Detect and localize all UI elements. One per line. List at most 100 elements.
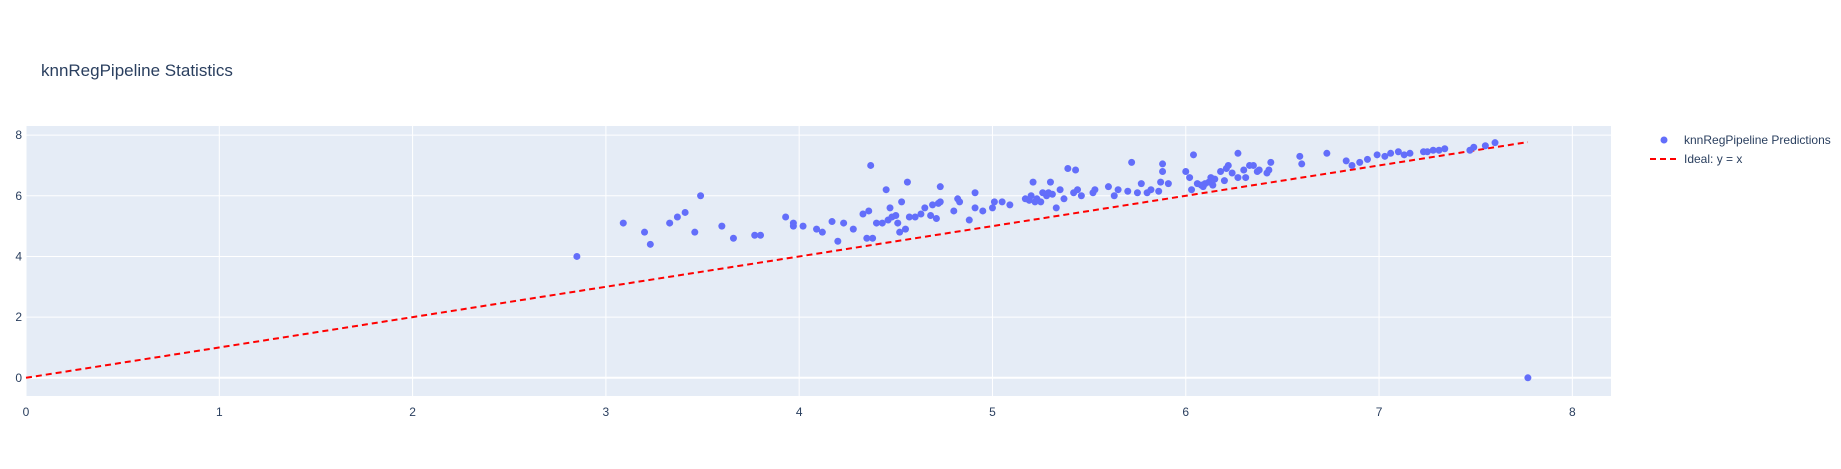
prediction-point [1114,186,1122,194]
prediction-point [903,178,911,186]
prediction-point [998,198,1006,206]
prediction-point [1027,192,1035,200]
prediction-point [1133,189,1141,197]
prediction-point [863,234,871,242]
prediction-point [1046,178,1054,186]
prediction-point [1077,192,1085,200]
x-tick-label: 4 [796,405,803,419]
prediction-point [894,219,902,227]
legend-label-predictions: knnRegPipeline Predictions [1684,133,1831,147]
prediction-point [1234,174,1242,182]
prediction-point [1182,168,1190,176]
prediction-point [641,228,649,236]
prediction-point [849,225,857,233]
x-tick-label: 5 [989,405,996,419]
prediction-point [573,252,581,260]
prediction-point [1220,177,1228,185]
prediction-point [1211,175,1219,183]
prediction-point [718,222,726,230]
prediction-point [932,215,940,223]
prediction-point [1265,166,1273,174]
prediction-point [1124,187,1132,195]
legend[interactable]: knnRegPipeline Predictions Ideal: y = x [1650,133,1831,166]
y-axis-tick-labels: 0 2 4 6 8 [15,128,22,385]
prediction-point [666,219,674,227]
legend-item-predictions[interactable]: knnRegPipeline Predictions [1660,133,1831,147]
ideal-line-series [25,141,1529,379]
prediction-point [1029,178,1037,186]
legend-marker-predictions [1660,136,1668,144]
prediction-point [896,228,904,236]
prediction-point [1296,152,1304,160]
prediction-point [1186,174,1194,182]
prediction-point [1091,186,1099,194]
prediction-point [1298,160,1306,168]
prediction-point [1224,161,1232,169]
prediction-point [1159,168,1167,176]
prediction-point [1255,166,1263,174]
plot-area [26,126,1611,396]
prediction-point [911,213,919,221]
prediction-point [1072,166,1080,174]
prediction-point [901,225,909,233]
prediction-point [1524,374,1532,382]
prediction-point [1356,158,1364,166]
prediction-point [757,231,765,239]
prediction-point [917,210,925,218]
legend-item-ideal[interactable]: Ideal: y = x [1650,152,1742,166]
prediction-point [950,207,958,215]
y-tick-label: 2 [15,310,22,324]
prediction-point [1435,146,1443,154]
prediction-point [646,240,654,248]
prediction-point [988,204,996,212]
prediction-point [921,204,929,212]
prediction-point [697,192,705,200]
prediction-point [1157,178,1165,186]
prediction-point [929,201,937,209]
prediction-point [1234,149,1242,157]
prediction-point [818,228,826,236]
prediction-point [840,219,848,227]
prediction-point [782,213,790,221]
prediction-point [828,218,836,226]
prediction-point [1074,186,1082,194]
prediction-point [979,207,987,215]
prediction-point [1164,180,1172,188]
prediction-point [1217,168,1225,176]
prediction-point [886,204,894,212]
prediction-point [751,231,759,239]
prediction-point [813,225,821,233]
prediction-point [691,228,699,236]
y-tick-label: 4 [15,249,22,263]
prediction-point [834,237,842,245]
prediction-point [1052,204,1060,212]
legend-label-ideal: Ideal: y = x [1684,152,1742,166]
prediction-point [1037,198,1045,206]
y-tick-label: 8 [15,128,22,142]
prediction-point [1348,161,1356,169]
x-tick-label: 2 [409,405,416,419]
predictions-series [573,139,1532,382]
prediction-point [1394,148,1402,156]
prediction-point [681,208,689,216]
prediction-point [869,234,877,242]
prediction-point [898,198,906,206]
grid-lines [25,126,1611,396]
prediction-point [1387,149,1395,157]
prediction-point [1481,142,1489,150]
x-tick-label: 7 [1376,405,1383,419]
y-tick-label: 6 [15,189,22,203]
prediction-point [1060,195,1068,203]
prediction-point [619,219,627,227]
prediction-point [1128,158,1136,166]
prediction-point [1400,151,1408,159]
prediction-point [729,234,737,242]
prediction-point [905,213,913,221]
prediction-point [1228,169,1236,177]
prediction-point [936,198,944,206]
ideal-line [25,141,1529,379]
prediction-point [1188,186,1196,194]
prediction-point [1006,201,1014,209]
prediction-point [872,219,880,227]
